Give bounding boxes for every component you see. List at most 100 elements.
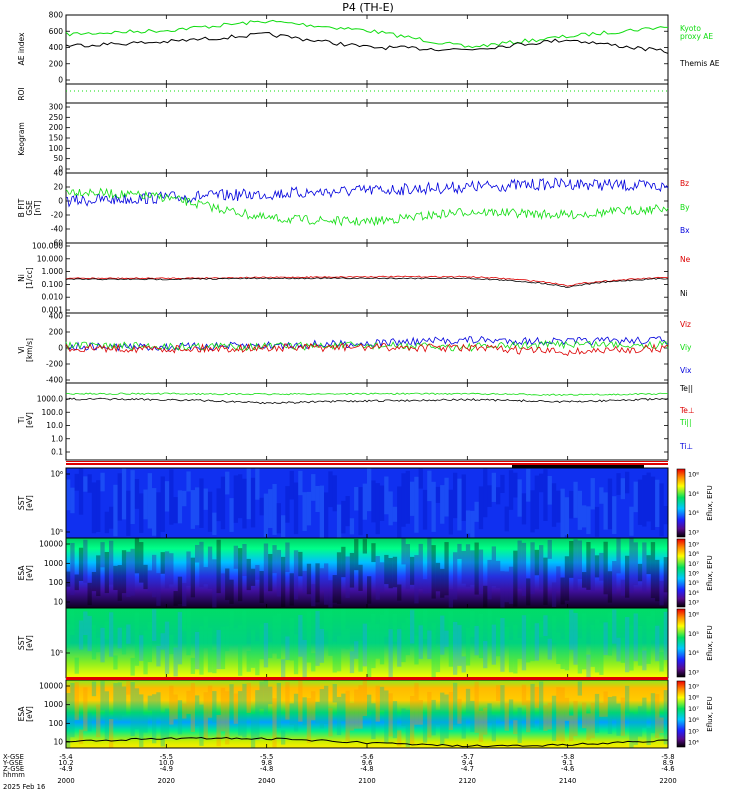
sst-electron-texture: [259, 497, 264, 516]
esa-ion-colorbar-tick: 10⁴: [688, 739, 699, 747]
sst-ion-ylabel: SST: [17, 636, 26, 651]
sst-ion-texture: [182, 608, 187, 632]
sst-electron-texture: [182, 490, 187, 507]
esa-electron-texture: [336, 552, 342, 604]
sst-ion-texture: [453, 622, 458, 675]
bfield-tick-label: -40: [51, 225, 63, 234]
sst-ion-texture: [134, 612, 140, 666]
footer-row-label: Y-GSE: [2, 759, 23, 767]
esa-electron-texture: [625, 555, 630, 598]
sst-ion-texture: [91, 625, 97, 660]
esa-electron-texture: [130, 548, 135, 596]
esa-ion-texture: [646, 727, 651, 746]
esa-electron-texture: [147, 570, 152, 592]
bfield-tick-label: 40: [53, 169, 63, 178]
mode-bar: [66, 461, 668, 468]
sst-electron-texture: [233, 475, 238, 523]
sst-ion-texture: [427, 630, 432, 660]
esa-ion-texture: [289, 703, 294, 726]
temp-tick-label: 1000.0: [37, 395, 63, 404]
esa-ion-texture: [444, 694, 449, 739]
esa-ion-texture: [229, 684, 234, 720]
ae-tick-label: 200: [49, 59, 64, 68]
ti-par-series-line: [65, 392, 668, 397]
sst-ion-texture: [487, 609, 492, 647]
sst-electron-texture: [418, 468, 423, 489]
esa-electron-texture: [582, 572, 587, 588]
esa-electron-texture: [629, 538, 634, 593]
sst-ion-tick-label: 10⁵: [50, 649, 63, 658]
sst-electron-texture: [341, 500, 346, 534]
esa-ion-texture: [508, 699, 514, 720]
sst-ion-texture: [169, 634, 174, 655]
temperature-panel: 1000.0 100.0 10.0 1.0 0.1 Ti [eV] Te|| Te⊥ Ti|| Ti…: [17, 382, 694, 461]
sst-ion-texture: [590, 625, 595, 667]
esa-electron-texture: [551, 582, 557, 607]
esa-electron-texture: [397, 584, 402, 601]
velocity-ylabel: Vi: [17, 346, 26, 353]
sst-electron-texture: [96, 480, 101, 533]
sst-ion-texture: [650, 610, 656, 641]
sst-electron-texture: [379, 485, 385, 522]
sst-ion-texture: [233, 628, 238, 645]
esa-electron-texture: [410, 556, 415, 585]
esa-electron-texture: [405, 544, 410, 590]
bfield-tick-label: -20: [51, 211, 63, 220]
esa-electron-texture: [655, 559, 660, 602]
esa-electron-texture: [569, 540, 574, 578]
esa-electron-texture: [508, 566, 514, 604]
sst-electron-texture: [186, 471, 191, 492]
sst-electron-texture: [526, 468, 531, 502]
esa-electron-texture: [362, 539, 367, 554]
sst-ion-texture: [474, 626, 479, 656]
sst-electron-texture: [465, 510, 471, 534]
esa-ion-texture: [491, 715, 496, 742]
sst-electron-texture: [590, 478, 595, 510]
esa-electron-texture: [242, 544, 247, 577]
esa-electron-texture: [272, 545, 277, 574]
by-series-line: [65, 187, 669, 227]
esa-ion-texture: [182, 703, 187, 719]
esa-electron-texture: [143, 564, 148, 590]
sst-electron-texture: [164, 481, 170, 512]
esa-ion-texture: [130, 682, 135, 737]
velocity-tick-label: -400: [46, 376, 63, 385]
sst-electron-texture: [444, 477, 449, 517]
sst-ion-texture: [298, 615, 303, 657]
esa-electron-texture: [526, 578, 531, 606]
esa-electron-texture: [513, 550, 518, 607]
esa-ion-texture: [345, 690, 350, 742]
sst-ion-texture: [220, 626, 226, 670]
sst-ion-texture: [392, 613, 398, 642]
esa-ion-texture: [496, 685, 501, 701]
esa-electron-texture: [633, 542, 638, 586]
esa-electron-texture: [177, 576, 183, 605]
sst-electron-texture: [336, 504, 342, 538]
esa-ion-texture: [126, 681, 131, 695]
esa-ion-texture: [431, 699, 436, 736]
keogram-tick-label: 300: [49, 103, 64, 112]
sst-ion-colorbar-label: Eflux, EFU: [706, 625, 714, 660]
bfield-panel: 40 20 0 -20 -40 -60 B FIT GSE [nT] Bz By Bx: [17, 169, 690, 248]
sst-ion-texture: [238, 625, 243, 676]
sst-electron-texture: [392, 506, 398, 522]
sst-electron-texture: [612, 496, 617, 535]
sst-ion-texture: [190, 657, 195, 674]
sst-electron-texture: [470, 510, 475, 538]
sst-ion-texture: [414, 635, 419, 665]
sst-ion-texture: [328, 608, 333, 656]
esa-electron-texture: [250, 568, 256, 586]
esa-electron-texture: [500, 571, 505, 608]
esa-ion-texture: [147, 695, 152, 711]
sst-ion-texture: [143, 630, 148, 675]
esa-electron-tick-label: 10000: [39, 540, 63, 549]
sst-electron-texture: [91, 482, 97, 534]
ae-tick-label: 600: [49, 27, 64, 36]
esa-electron-texture: [465, 544, 471, 587]
sst-electron-texture: [225, 471, 230, 495]
esa-ion-texture: [599, 702, 604, 717]
sst-electron-texture: [487, 485, 492, 507]
sst-electron-texture: [345, 495, 350, 527]
esa-ion-texture: [401, 708, 406, 727]
sst-electron-spectrogram: [66, 468, 668, 538]
